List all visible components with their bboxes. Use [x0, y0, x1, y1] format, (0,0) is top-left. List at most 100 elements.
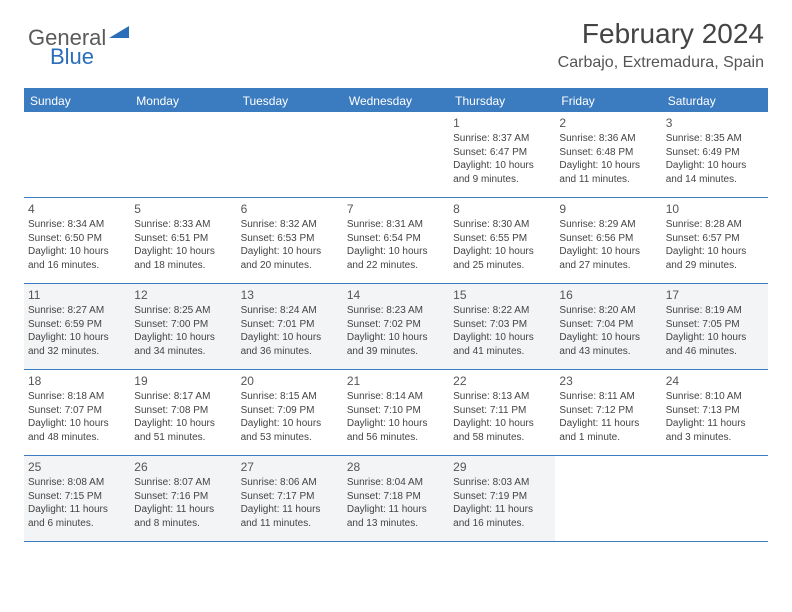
day-detail-line: Sunset: 7:00 PM	[134, 318, 232, 332]
day-detail-line: Sunrise: 8:22 AM	[453, 304, 551, 318]
day-cell: 9Sunrise: 8:29 AMSunset: 6:56 PMDaylight…	[555, 198, 661, 283]
day-detail-line: Sunrise: 8:33 AM	[134, 218, 232, 232]
day-cell: 24Sunrise: 8:10 AMSunset: 7:13 PMDayligh…	[662, 370, 768, 455]
day-cell	[555, 456, 661, 541]
day-header-monday: Monday	[130, 90, 236, 112]
day-detail-line: Sunrise: 8:17 AM	[134, 390, 232, 404]
day-detail-line: and 8 minutes.	[134, 517, 232, 531]
day-cell: 8Sunrise: 8:30 AMSunset: 6:55 PMDaylight…	[449, 198, 555, 283]
day-number: 26	[134, 459, 232, 475]
day-detail-line: and 29 minutes.	[666, 259, 764, 273]
day-detail-line: Sunset: 7:19 PM	[453, 490, 551, 504]
location-text: Carbajo, Extremadura, Spain	[558, 54, 764, 72]
day-header-tuesday: Tuesday	[237, 90, 343, 112]
day-detail-line: Daylight: 10 hours	[134, 331, 232, 345]
day-detail-line: Sunset: 7:13 PM	[666, 404, 764, 418]
day-detail-line: Sunset: 6:51 PM	[134, 232, 232, 246]
day-detail-line: and 1 minute.	[559, 431, 657, 445]
day-detail-line: and 16 minutes.	[453, 517, 551, 531]
day-detail-line: Daylight: 10 hours	[453, 245, 551, 259]
day-number: 19	[134, 373, 232, 389]
day-detail-line: and 53 minutes.	[241, 431, 339, 445]
day-cell: 4Sunrise: 8:34 AMSunset: 6:50 PMDaylight…	[24, 198, 130, 283]
day-number: 16	[559, 287, 657, 303]
day-detail-line: and 20 minutes.	[241, 259, 339, 273]
logo-triangle-icon	[109, 24, 129, 43]
week-row: 11Sunrise: 8:27 AMSunset: 6:59 PMDayligh…	[24, 284, 768, 370]
day-detail-line: Sunset: 6:50 PM	[28, 232, 126, 246]
day-detail-line: Sunrise: 8:04 AM	[347, 476, 445, 490]
day-detail-line: Sunrise: 8:36 AM	[559, 132, 657, 146]
day-detail-line: and 39 minutes.	[347, 345, 445, 359]
day-detail-line: Daylight: 11 hours	[453, 503, 551, 517]
day-detail-line: and 36 minutes.	[241, 345, 339, 359]
day-detail-line: and 27 minutes.	[559, 259, 657, 273]
day-detail-line: Sunset: 7:01 PM	[241, 318, 339, 332]
day-detail-line: Sunrise: 8:23 AM	[347, 304, 445, 318]
day-detail-line: and 25 minutes.	[453, 259, 551, 273]
week-row: 1Sunrise: 8:37 AMSunset: 6:47 PMDaylight…	[24, 112, 768, 198]
day-number: 1	[453, 115, 551, 131]
day-cell: 5Sunrise: 8:33 AMSunset: 6:51 PMDaylight…	[130, 198, 236, 283]
day-detail-line: Sunrise: 8:10 AM	[666, 390, 764, 404]
day-detail-line: Sunrise: 8:27 AM	[28, 304, 126, 318]
day-header-sunday: Sunday	[24, 90, 130, 112]
day-detail-line: Daylight: 10 hours	[559, 245, 657, 259]
day-cell: 21Sunrise: 8:14 AMSunset: 7:10 PMDayligh…	[343, 370, 449, 455]
day-number: 18	[28, 373, 126, 389]
day-detail-line: Daylight: 10 hours	[134, 245, 232, 259]
day-detail-line: Sunrise: 8:20 AM	[559, 304, 657, 318]
day-number: 3	[666, 115, 764, 131]
day-detail-line: Daylight: 10 hours	[28, 245, 126, 259]
day-number: 11	[28, 287, 126, 303]
day-number: 28	[347, 459, 445, 475]
day-number: 29	[453, 459, 551, 475]
day-detail-line: Sunset: 7:02 PM	[347, 318, 445, 332]
day-detail-line: Sunset: 6:53 PM	[241, 232, 339, 246]
day-detail-line: Sunset: 7:18 PM	[347, 490, 445, 504]
day-cell: 11Sunrise: 8:27 AMSunset: 6:59 PMDayligh…	[24, 284, 130, 369]
day-detail-line: and 11 minutes.	[559, 173, 657, 187]
day-detail-line: Sunset: 6:49 PM	[666, 146, 764, 160]
day-detail-line: and 34 minutes.	[134, 345, 232, 359]
day-cell: 28Sunrise: 8:04 AMSunset: 7:18 PMDayligh…	[343, 456, 449, 541]
day-detail-line: Sunrise: 8:35 AM	[666, 132, 764, 146]
day-cell	[237, 112, 343, 197]
day-detail-line: and 3 minutes.	[666, 431, 764, 445]
day-detail-line: Sunrise: 8:14 AM	[347, 390, 445, 404]
day-detail-line: Daylight: 10 hours	[559, 331, 657, 345]
day-detail-line: Sunset: 7:07 PM	[28, 404, 126, 418]
day-detail-line: and 51 minutes.	[134, 431, 232, 445]
day-detail-line: Daylight: 10 hours	[559, 159, 657, 173]
day-detail-line: Sunset: 6:57 PM	[666, 232, 764, 246]
day-number: 8	[453, 201, 551, 217]
day-number: 6	[241, 201, 339, 217]
day-number: 20	[241, 373, 339, 389]
day-cell: 22Sunrise: 8:13 AMSunset: 7:11 PMDayligh…	[449, 370, 555, 455]
day-detail-line: Daylight: 10 hours	[666, 331, 764, 345]
day-detail-line: Daylight: 10 hours	[134, 417, 232, 431]
day-detail-line: Sunset: 6:55 PM	[453, 232, 551, 246]
day-detail-line: Daylight: 10 hours	[347, 245, 445, 259]
day-detail-line: and 9 minutes.	[453, 173, 551, 187]
day-detail-line: Daylight: 11 hours	[241, 503, 339, 517]
day-cell: 17Sunrise: 8:19 AMSunset: 7:05 PMDayligh…	[662, 284, 768, 369]
day-number: 5	[134, 201, 232, 217]
day-detail-line: Sunrise: 8:24 AM	[241, 304, 339, 318]
day-cell: 25Sunrise: 8:08 AMSunset: 7:15 PMDayligh…	[24, 456, 130, 541]
day-detail-line: Sunrise: 8:32 AM	[241, 218, 339, 232]
day-detail-line: Daylight: 10 hours	[453, 417, 551, 431]
day-header-row: SundayMondayTuesdayWednesdayThursdayFrid…	[24, 90, 768, 112]
day-detail-line: and 32 minutes.	[28, 345, 126, 359]
header: General February 2024 Carbajo, Extremadu…	[0, 0, 792, 80]
day-detail-line: Sunset: 7:12 PM	[559, 404, 657, 418]
day-detail-line: Sunset: 7:11 PM	[453, 404, 551, 418]
day-cell	[130, 112, 236, 197]
day-detail-line: Sunrise: 8:19 AM	[666, 304, 764, 318]
day-number: 12	[134, 287, 232, 303]
day-detail-line: Sunrise: 8:06 AM	[241, 476, 339, 490]
day-detail-line: Sunset: 7:15 PM	[28, 490, 126, 504]
day-cell: 20Sunrise: 8:15 AMSunset: 7:09 PMDayligh…	[237, 370, 343, 455]
day-detail-line: Sunrise: 8:13 AM	[453, 390, 551, 404]
day-detail-line: Daylight: 11 hours	[559, 417, 657, 431]
